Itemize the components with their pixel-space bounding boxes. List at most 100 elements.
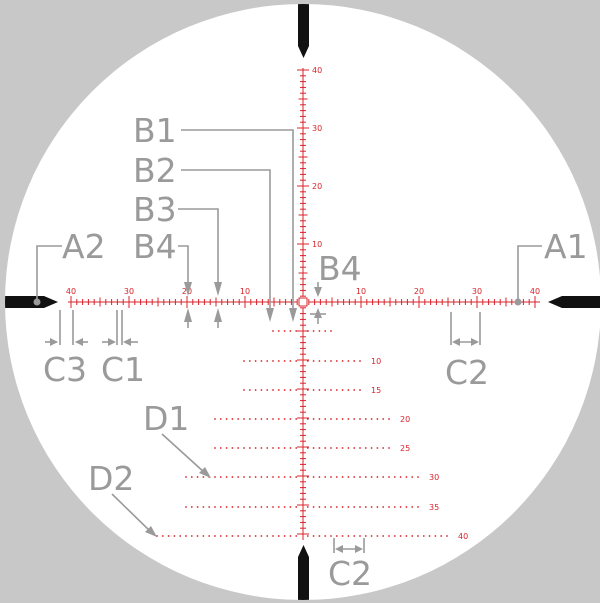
holdover-dot	[353, 506, 356, 508]
holdover-dot	[254, 476, 257, 478]
holdover-dot	[364, 535, 367, 537]
callout-c2-right: C2	[445, 353, 489, 392]
holdover-dot	[167, 535, 170, 537]
holdover-dot	[231, 447, 234, 449]
holdover-dot	[214, 447, 216, 449]
holdover-dot	[277, 535, 280, 537]
holdover-dot	[382, 418, 385, 420]
holdover-dot	[376, 506, 379, 508]
callout-c1: C1	[101, 350, 145, 389]
holdover-dot	[318, 389, 321, 391]
holdover-dot	[295, 535, 298, 537]
holdover-dot	[248, 389, 251, 391]
holdover-dot	[237, 506, 240, 508]
holdover-dot	[364, 447, 367, 449]
holdover-dot	[370, 506, 373, 508]
vertical-scale-label: 20	[312, 182, 322, 191]
holdover-dot	[214, 418, 216, 420]
holdover-dot	[312, 506, 315, 508]
callout-b4-left: B4	[133, 227, 177, 266]
horizontal-scale-label: 10	[240, 287, 250, 296]
holdover-dot	[260, 360, 263, 362]
holdover-dot	[266, 389, 269, 391]
holdover-dot	[202, 535, 205, 537]
holdover-dot	[417, 535, 419, 537]
holdover-dot	[405, 535, 408, 537]
holdover-dot	[219, 447, 222, 449]
holdover-dot	[347, 447, 350, 449]
holdover-dot	[231, 476, 234, 478]
holdover-dot	[330, 389, 332, 391]
holdover-dot	[248, 535, 251, 537]
holdover-dot	[190, 476, 193, 478]
holdover-dot	[237, 476, 240, 478]
holdover-label: 20	[400, 415, 410, 424]
holdover-dot	[266, 447, 269, 449]
vertical-scale-label: 10	[312, 240, 322, 249]
holdover-dot	[399, 535, 402, 537]
holdover-dot	[248, 360, 251, 362]
holdover-dot	[225, 418, 228, 420]
holdover-dot	[295, 476, 298, 478]
holdover-dot	[208, 506, 211, 508]
holdover-dot	[295, 360, 298, 362]
top-post	[298, 4, 309, 58]
holdover-dot	[219, 476, 222, 478]
holdover-dot	[359, 476, 361, 478]
holdover-dot	[364, 476, 367, 478]
horizontal-scale-label: 30	[124, 287, 134, 296]
holdover-dot	[341, 360, 344, 362]
holdover-label: 15	[371, 386, 381, 395]
holdover-dot	[266, 506, 269, 508]
holdover-dot	[237, 418, 240, 420]
holdover-dot	[306, 447, 309, 449]
holdover-dot	[393, 506, 396, 508]
bottom-post	[298, 545, 309, 600]
holdover-dot	[312, 447, 315, 449]
callout-b4-right: B4	[318, 249, 362, 288]
holdover-dot	[243, 447, 245, 449]
holdover-dot	[306, 418, 309, 420]
holdover-dot	[214, 506, 216, 508]
holdover-dot	[196, 535, 199, 537]
holdover-dot	[341, 389, 344, 391]
reticle-marks: 40302010102030404030201010152025303540	[66, 66, 540, 541]
holdover-dot	[231, 418, 234, 420]
holdover-dot	[341, 535, 344, 537]
holdover-dot	[347, 389, 350, 391]
holdover-dot	[248, 447, 251, 449]
holdover-dot	[359, 506, 361, 508]
holdover-dot	[347, 535, 350, 537]
callout-leaders	[33, 129, 542, 553]
holdover-dot	[376, 447, 379, 449]
holdover-dot	[399, 506, 402, 508]
holdover-dot	[295, 506, 298, 508]
holdover-dot	[376, 535, 379, 537]
holdover-dot	[446, 535, 448, 537]
holdover-dot	[324, 506, 327, 508]
callout-b3: B3	[133, 190, 177, 229]
holdover-dot	[254, 506, 257, 508]
holdover-dot	[289, 360, 292, 362]
holdover-dot	[185, 506, 187, 508]
callout-b2: B2	[133, 151, 177, 190]
holdover-dot	[283, 476, 286, 478]
holdover-dot	[335, 535, 338, 537]
holdover-dot	[393, 476, 396, 478]
holdover-dot	[306, 389, 309, 391]
holdover-dot	[295, 389, 298, 391]
holdover-dot	[266, 418, 269, 420]
holdover-dot	[254, 447, 257, 449]
holdover-dot	[225, 506, 228, 508]
holdover-dot	[347, 360, 350, 362]
holdover-dot	[364, 418, 367, 420]
holdover-dot	[318, 535, 321, 537]
holdover-dot	[312, 418, 315, 420]
holdover-dot	[312, 360, 315, 362]
holdover-dot	[335, 360, 338, 362]
holdover-dot	[260, 506, 263, 508]
holdover-dot	[324, 360, 327, 362]
holdover-dot	[382, 476, 385, 478]
holdover-dot	[214, 535, 216, 537]
